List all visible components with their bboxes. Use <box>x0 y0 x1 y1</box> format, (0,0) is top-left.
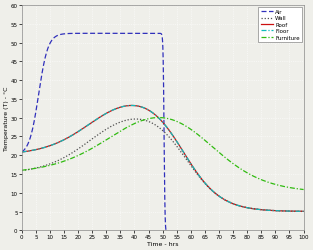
Furniture <box>189 128 193 131</box>
Floor <box>230 202 234 205</box>
Line: Air: Air <box>22 34 304 234</box>
Roof <box>252 208 255 210</box>
Wall <box>71 151 75 154</box>
Furniture <box>230 162 234 165</box>
Floor <box>127 104 131 108</box>
Air <box>150 33 153 36</box>
Furniture <box>127 125 131 128</box>
Roof <box>20 151 23 154</box>
Roof <box>71 134 75 137</box>
Furniture <box>157 116 161 119</box>
Floor <box>189 162 193 166</box>
Line: Roof: Roof <box>22 106 304 212</box>
Air <box>189 232 193 235</box>
Floor <box>203 182 207 185</box>
Wall <box>302 210 305 213</box>
Air <box>302 232 305 235</box>
Furniture <box>71 157 75 160</box>
Roof <box>203 182 207 185</box>
X-axis label: Time - hrs: Time - hrs <box>147 241 178 246</box>
Floor <box>20 151 23 154</box>
Line: Furniture: Furniture <box>22 118 304 190</box>
Y-axis label: Temperature (T) - °C: Temperature (T) - °C <box>4 86 9 150</box>
Roof <box>130 104 134 108</box>
Air <box>230 232 234 235</box>
Air <box>203 232 207 235</box>
Wall <box>20 170 23 172</box>
Wall <box>230 202 234 205</box>
Roof <box>302 210 305 213</box>
Wall <box>252 208 255 210</box>
Air <box>252 232 255 235</box>
Air <box>182 232 185 235</box>
Furniture <box>302 188 305 191</box>
Floor <box>302 210 305 213</box>
Roof <box>230 202 234 205</box>
Wall <box>203 182 207 186</box>
Floor <box>71 134 75 137</box>
Furniture <box>252 175 255 178</box>
Furniture <box>20 169 23 172</box>
Roof <box>127 104 131 108</box>
Air <box>127 33 131 36</box>
Wall <box>134 118 138 121</box>
Air <box>20 151 23 154</box>
Line: Floor: Floor <box>22 106 304 212</box>
Furniture <box>203 140 207 142</box>
Floor <box>252 208 255 210</box>
Wall <box>127 118 131 122</box>
Line: Wall: Wall <box>22 120 304 212</box>
Air <box>71 33 75 36</box>
Floor <box>130 104 134 108</box>
Roof <box>189 162 193 166</box>
Legend: Air, Wall, Roof, Floor, Furniture: Air, Wall, Roof, Floor, Furniture <box>259 8 302 43</box>
Wall <box>189 164 193 168</box>
